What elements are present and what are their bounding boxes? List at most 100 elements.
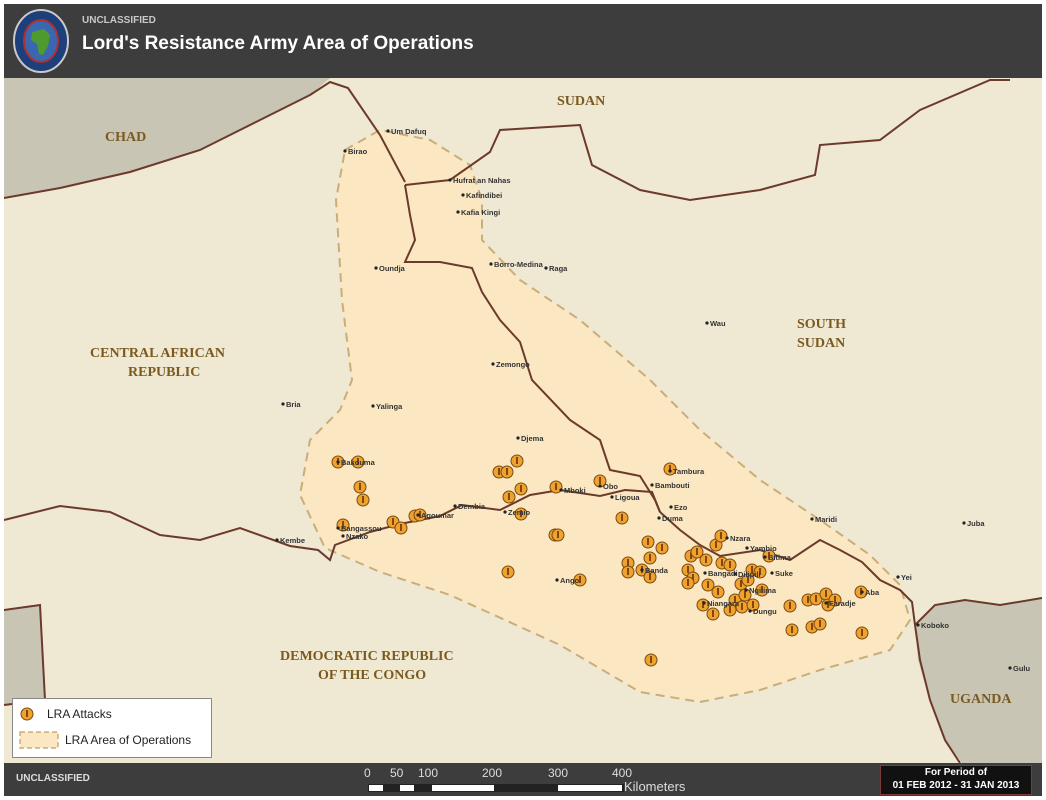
city-dot-icon [336,526,340,530]
city-bria: Bria [281,400,301,409]
legend-area: LRA Area of Operations [19,731,191,749]
legend-attacks: LRA Attacks [19,706,112,722]
city-label: Banda [645,566,669,575]
city-dot-icon [860,590,864,594]
city-dot-icon [598,484,602,488]
city-label: Wau [710,319,726,328]
attack-marker[interactable] [755,583,769,597]
attack-marker[interactable] [353,480,367,494]
attack-marker[interactable] [706,607,720,621]
attack-marker[interactable] [514,482,528,496]
city-kafindibei: Kafindibei [461,191,502,200]
attack-marker[interactable] [351,455,365,469]
attack-marker[interactable] [753,565,767,579]
city-dot-icon [650,483,654,487]
city-dot-icon [610,495,614,499]
attack-marker[interactable] [681,576,695,590]
city-label: Nzara [730,534,751,543]
attack-marker[interactable] [813,617,827,631]
attack-marker[interactable] [643,551,657,565]
city-dot-icon [668,469,672,473]
country-label-south-sudan-2: SUDAN [797,336,845,351]
header-bar: UNCLASSIFIED Lord's Resistance Army Area… [4,4,1042,78]
area-swatch-icon [19,731,59,749]
attack-marker[interactable] [723,603,737,617]
attack-marker[interactable] [641,535,655,549]
city-um-dafuq: Um Dafuq [386,127,427,136]
attack-marker[interactable] [510,454,524,468]
attack-marker[interactable] [356,493,370,507]
city-dot-icon [374,266,378,270]
city-mboki: Mboki [559,486,586,495]
city-dot-icon [416,513,420,517]
attack-marker[interactable] [663,462,677,476]
period-label: For Period of [924,767,988,778]
city-agoumar: Agoumar [416,511,454,520]
attack-marker[interactable] [655,541,669,555]
city-label: Raga [549,264,568,273]
attack-marker[interactable] [643,570,657,584]
city-label: Yambio [750,544,777,553]
attack-marker[interactable] [783,599,797,613]
city-dot-icon [448,178,452,182]
city-bitima: Bitima [763,553,792,562]
chad-region [4,78,330,198]
city-dot-icon [456,210,460,214]
city-label: Agoumar [421,511,454,520]
city-dot-icon [748,609,752,613]
attack-marker[interactable] [621,565,635,579]
attack-marker[interactable] [615,511,629,525]
attack-marker[interactable] [551,528,565,542]
city-dot-icon [962,521,966,525]
attack-marker[interactable] [500,465,514,479]
city-dot-icon [763,555,767,559]
attack-marker[interactable] [644,653,658,667]
attack-marker[interactable] [501,565,515,579]
attack-marker[interactable] [514,507,528,521]
city-wau: Wau [705,319,726,328]
scale-tick: 50 [390,766,404,780]
attack-marker[interactable] [573,573,587,587]
city-kembe: Kembe [275,536,305,545]
attack-marker[interactable] [809,592,823,606]
attack-marker[interactable] [690,545,704,559]
attack-marker[interactable] [502,490,516,504]
city-label: Birao [348,147,368,156]
attack-marker[interactable] [785,623,799,637]
city-label: Suke [775,569,793,578]
attack-marker[interactable] [593,474,607,488]
attack-marker[interactable] [723,558,737,572]
attack-marker[interactable] [394,521,408,535]
attack-marker[interactable] [699,553,713,567]
attack-marker[interactable] [735,600,749,614]
attack-marker[interactable] [738,588,752,602]
city-label: Ezo [674,503,688,512]
scale-unit: Kilometers [624,779,686,794]
city-label: Bangassou [341,524,382,533]
map-canvas[interactable]: CHAD SUDAN SOUTH SUDAN CENTRAL AFRICAN R… [4,78,1042,763]
attack-marker[interactable] [828,593,842,607]
city-tambura: Tambura [668,467,705,476]
city-label: Djema [521,434,544,443]
attack-marker[interactable] [331,455,345,469]
city-oundja: Oundja [374,264,406,273]
attack-marker[interactable] [413,508,427,522]
legend-attacks-label: LRA Attacks [47,707,112,721]
scale-tick: 0 [364,766,371,780]
attack-marker[interactable] [711,585,725,599]
attack-marker[interactable] [336,518,350,532]
attack-marker[interactable] [701,578,715,592]
legend-area-label: LRA Area of Operations [65,733,192,747]
attack-marker[interactable] [762,549,776,563]
city-label: Bria [286,400,301,409]
attack-marker[interactable] [549,480,563,494]
city-duma: Duma [657,514,684,523]
attack-marker[interactable] [714,529,728,543]
city-label: Dungu [753,607,777,616]
attack-marker[interactable] [855,626,869,640]
city-dot-icon [705,321,709,325]
attack-marker[interactable] [746,598,760,612]
city-dot-icon [657,516,661,520]
city-label: Bakouma [341,458,376,467]
border-south-sudan-uganda [914,597,1042,626]
